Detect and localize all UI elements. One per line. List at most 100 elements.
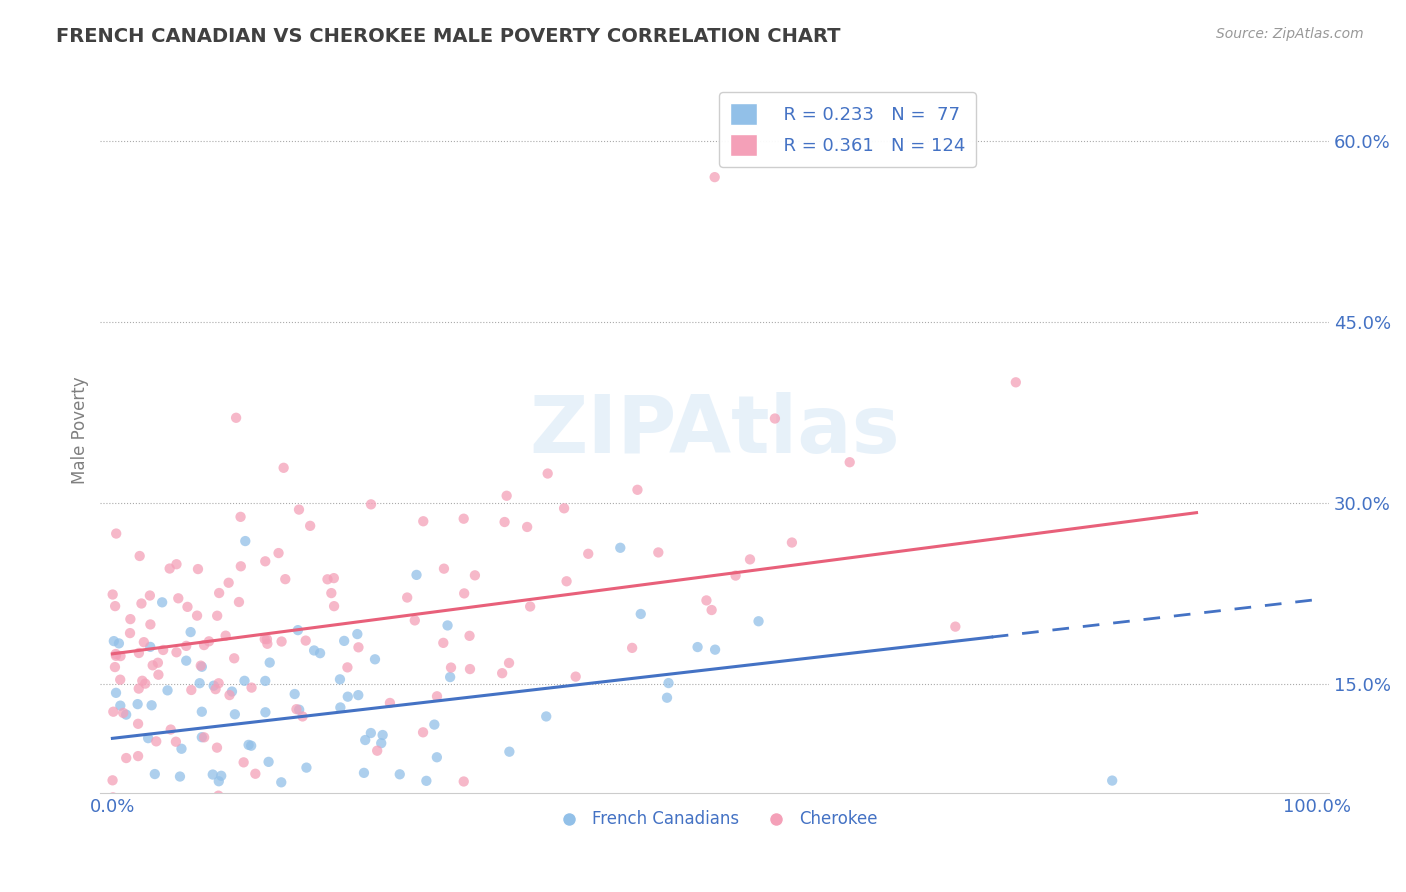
Point [537,467,560,481]
Point [738,552,761,566]
Point [218,688,240,702]
Point [780,535,803,549]
Point [302,643,325,657]
Point [519,599,541,614]
Point [254,706,277,720]
Point [287,623,309,637]
Point [103,634,125,648]
Point [423,717,446,731]
Point [346,627,368,641]
Point [105,526,128,541]
Point [166,558,188,572]
Point [700,603,723,617]
Point [491,666,513,681]
Point [458,629,481,643]
Point [104,599,127,614]
Point [347,640,370,655]
Point [621,640,644,655]
Point [180,625,202,640]
Point [498,745,520,759]
Point [291,709,314,723]
Point [191,730,214,744]
Point [259,656,281,670]
Point [440,660,463,674]
Point [1004,376,1026,390]
Point [329,700,352,714]
Point [152,643,174,657]
Point [288,502,311,516]
Point [657,676,679,690]
Point [205,608,228,623]
Point [404,614,426,628]
Point [103,705,125,719]
Point [432,636,454,650]
Point [128,681,150,696]
Point [458,662,481,676]
Point [270,775,292,789]
Point [555,574,578,589]
Point [370,736,392,750]
Point [323,599,346,614]
Point [169,797,191,812]
Point [208,676,231,690]
Point [256,637,278,651]
Point [727,797,749,812]
Point [412,514,434,528]
Point [108,673,131,687]
Point [193,731,215,745]
Point [360,497,382,511]
Point [576,547,599,561]
Point [139,617,162,632]
Legend: French Canadians, Cherokee: French Canadians, Cherokee [546,804,884,835]
Point [159,561,181,575]
Point [193,638,215,652]
Point [232,756,254,770]
Point [128,549,150,563]
Point [534,709,557,723]
Point [388,767,411,781]
Point [127,749,149,764]
Point [105,686,128,700]
Point [159,723,181,737]
Point [253,632,276,646]
Point [101,587,124,601]
Point [166,645,188,659]
Point [336,690,359,704]
Point [273,460,295,475]
Point [115,751,138,765]
Point [415,773,437,788]
Point [201,767,224,781]
Point [167,591,190,606]
Point [294,633,316,648]
Point [316,572,339,586]
Point [354,733,377,747]
Point [495,489,517,503]
Point [396,591,419,605]
Point [134,676,156,690]
Point [127,697,149,711]
Point [174,639,197,653]
Point [453,774,475,789]
Point [229,509,252,524]
Point [110,698,132,713]
Point [630,607,652,621]
Point [564,670,586,684]
Point [329,673,352,687]
Point [763,411,786,425]
Point [170,741,193,756]
Point [143,767,166,781]
Point [180,683,202,698]
Point [176,599,198,614]
Point [1101,773,1123,788]
Point [156,683,179,698]
Point [886,797,908,812]
Point [165,735,187,749]
Point [188,676,211,690]
Point [412,725,434,739]
Point [228,595,250,609]
Point [139,589,162,603]
Point [257,755,280,769]
Point [360,726,382,740]
Point [224,651,246,665]
Point [101,773,124,788]
